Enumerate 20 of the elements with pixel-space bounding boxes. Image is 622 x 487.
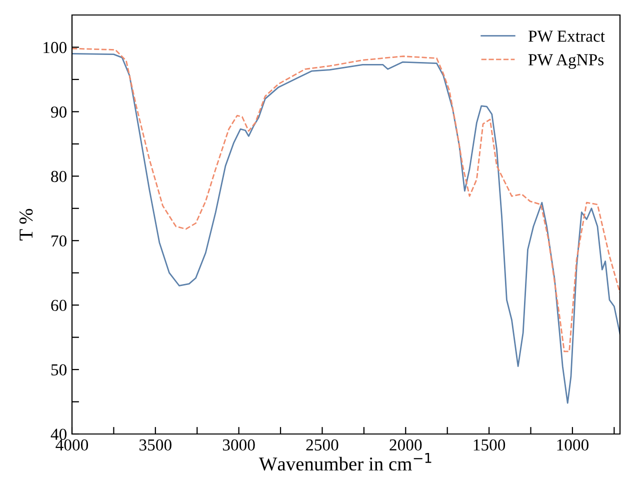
y-tick-label: 80: [51, 170, 67, 182]
x-tick-label: 3000: [222, 439, 255, 451]
legend-label: PW Extract: [528, 30, 605, 42]
x-tick-label: 2500: [306, 439, 338, 451]
y-tick-label: 70: [52, 235, 67, 247]
x-tick-label: 1500: [474, 439, 506, 451]
y-tick-label: 90: [51, 106, 67, 118]
line-series: [72, 48, 620, 352]
y-tick-label: 100: [44, 42, 67, 54]
legend-label: PW AgNPs: [528, 54, 604, 69]
x-tick-label: 4000: [56, 439, 88, 451]
x-tick-label: 3500: [140, 439, 172, 451]
y-tick-label: 50: [51, 364, 67, 376]
line-series: [72, 52, 620, 404]
x-tick-label: 2000: [390, 439, 422, 451]
y-tick-label: 60: [51, 300, 67, 312]
x-tick-label: 1000: [557, 439, 588, 451]
x-axis-title: Wavenumber in cm$^{−1}$: [258, 453, 432, 471]
y-axis-title: T %: [20, 208, 33, 240]
y-tick-label: 40: [50, 428, 67, 440]
